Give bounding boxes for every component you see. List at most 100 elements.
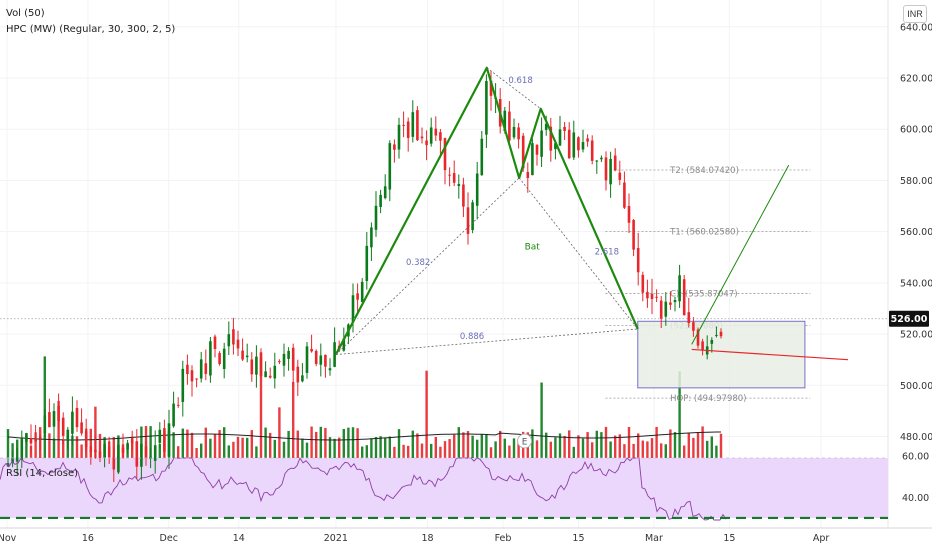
candle-body [632,219,635,250]
candle-body [342,338,346,351]
price-tick-label: 520.00 [900,330,932,341]
volume-bar [25,435,28,458]
volume-bar [600,432,603,458]
volume-bar [439,446,442,458]
candle-body [25,433,28,442]
volume-bar [223,427,226,458]
candle-body [167,423,171,457]
target-level-label: T1: (560.02580) [669,228,739,238]
volume-bar [476,439,479,458]
time-tick-label: Dec [160,533,178,544]
candle-body [268,375,272,378]
candle-body [466,207,470,234]
candle-body [489,80,493,96]
volume-bar [485,434,488,458]
candle-body [324,354,327,367]
candle-body [273,365,277,379]
harmonic-pattern: 0.382 0.618 2.618 0.886 Bat [334,66,639,356]
candlesticks [6,70,723,483]
candle-body [278,361,281,363]
event-marker[interactable] [517,433,533,449]
candle-body [586,138,589,142]
volume-bar [140,426,143,458]
candle-body [563,126,566,131]
volume-bar [411,430,414,458]
last-price-label: 526.00 [889,310,929,327]
candle-body [204,363,208,374]
candle-body [650,294,654,300]
candle-body [659,300,663,319]
volume-bar [250,430,253,458]
volume-bar [673,432,677,458]
candle-body [328,368,332,371]
candle-body [52,411,56,427]
volume-bar [480,434,483,458]
candle-body [595,160,599,162]
candle-body [140,443,143,467]
volume-bar [494,441,497,458]
time-axis[interactable]: Nov 16 Dec 14 2021 18 Feb 15 Mar 15 Apr [0,533,829,544]
volume-bar [89,428,92,458]
candle-body [609,158,612,185]
pattern-ratio-label: 0.618 [508,76,532,86]
volume-bar [545,432,548,458]
candle-body [163,428,166,452]
volume-bar [241,437,244,458]
volume-bar [604,426,608,458]
candle-body [351,295,355,323]
volume-bar [618,434,621,458]
candle-body [186,364,189,375]
time-tick-label: 18 [421,533,433,544]
candle-body [485,81,488,135]
volume-bar [650,438,654,458]
candle-body [34,438,37,442]
candle-body [710,339,714,344]
hpc-legend[interactable]: HPC (MW) (Regular, 30, 300, 2, 5) [6,24,176,35]
candle-body [475,173,479,206]
candle-body [264,371,267,378]
candle-body [6,463,10,467]
candle-body [20,439,24,460]
candle-body [153,445,157,461]
rsi-tick-label: 60.00 [902,452,929,463]
target-level-label: C): (535.87047) [670,289,737,299]
volume-bar [6,429,10,458]
volume-legend[interactable]: Vol (50) [6,8,45,19]
candle-body [577,137,580,151]
volume-bar [315,431,318,458]
price-tick-label: 640.00 [900,22,932,33]
candle-body [103,444,106,458]
candle-body [250,359,254,375]
candle-body [411,112,415,137]
candle-body [567,129,571,159]
candle-body [623,182,626,208]
target-level-label: T2: (584.07420) [669,166,739,176]
candle-body [333,342,336,367]
candle-body [452,173,456,183]
candle-body [291,347,295,371]
volume-bar [577,435,580,458]
volume-bar [177,446,180,458]
candle-body [227,334,231,347]
candle-body [549,126,553,151]
volume-bar [149,426,152,458]
price-axis[interactable]: 640.00 620.00 600.00 580.00 560.00 540.00 520.… [900,22,932,443]
candle-body [719,331,723,337]
volume-bar [572,446,575,458]
volume-bar [407,445,410,458]
volume-bar [43,356,46,458]
candle-body [374,205,378,230]
currency-button[interactable]: INR [903,5,927,23]
candle-body [259,352,263,376]
candle-body [190,370,194,382]
volume-bar [269,432,272,458]
volume-bar [209,438,212,458]
rsi-axis[interactable]: 60.00 40.00 [902,452,929,504]
rsi-legend[interactable]: RSI (14, close) [6,468,79,479]
candle-body [669,302,672,305]
volume-bar [57,400,60,458]
volume-bar [549,441,552,458]
volume-bar [52,438,56,458]
pattern-ratio-label: 0.886 [460,332,484,342]
